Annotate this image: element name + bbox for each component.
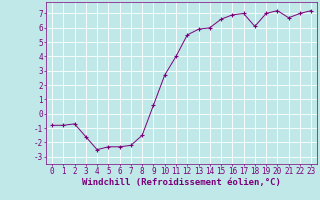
X-axis label: Windchill (Refroidissement éolien,°C): Windchill (Refroidissement éolien,°C)	[82, 178, 281, 187]
